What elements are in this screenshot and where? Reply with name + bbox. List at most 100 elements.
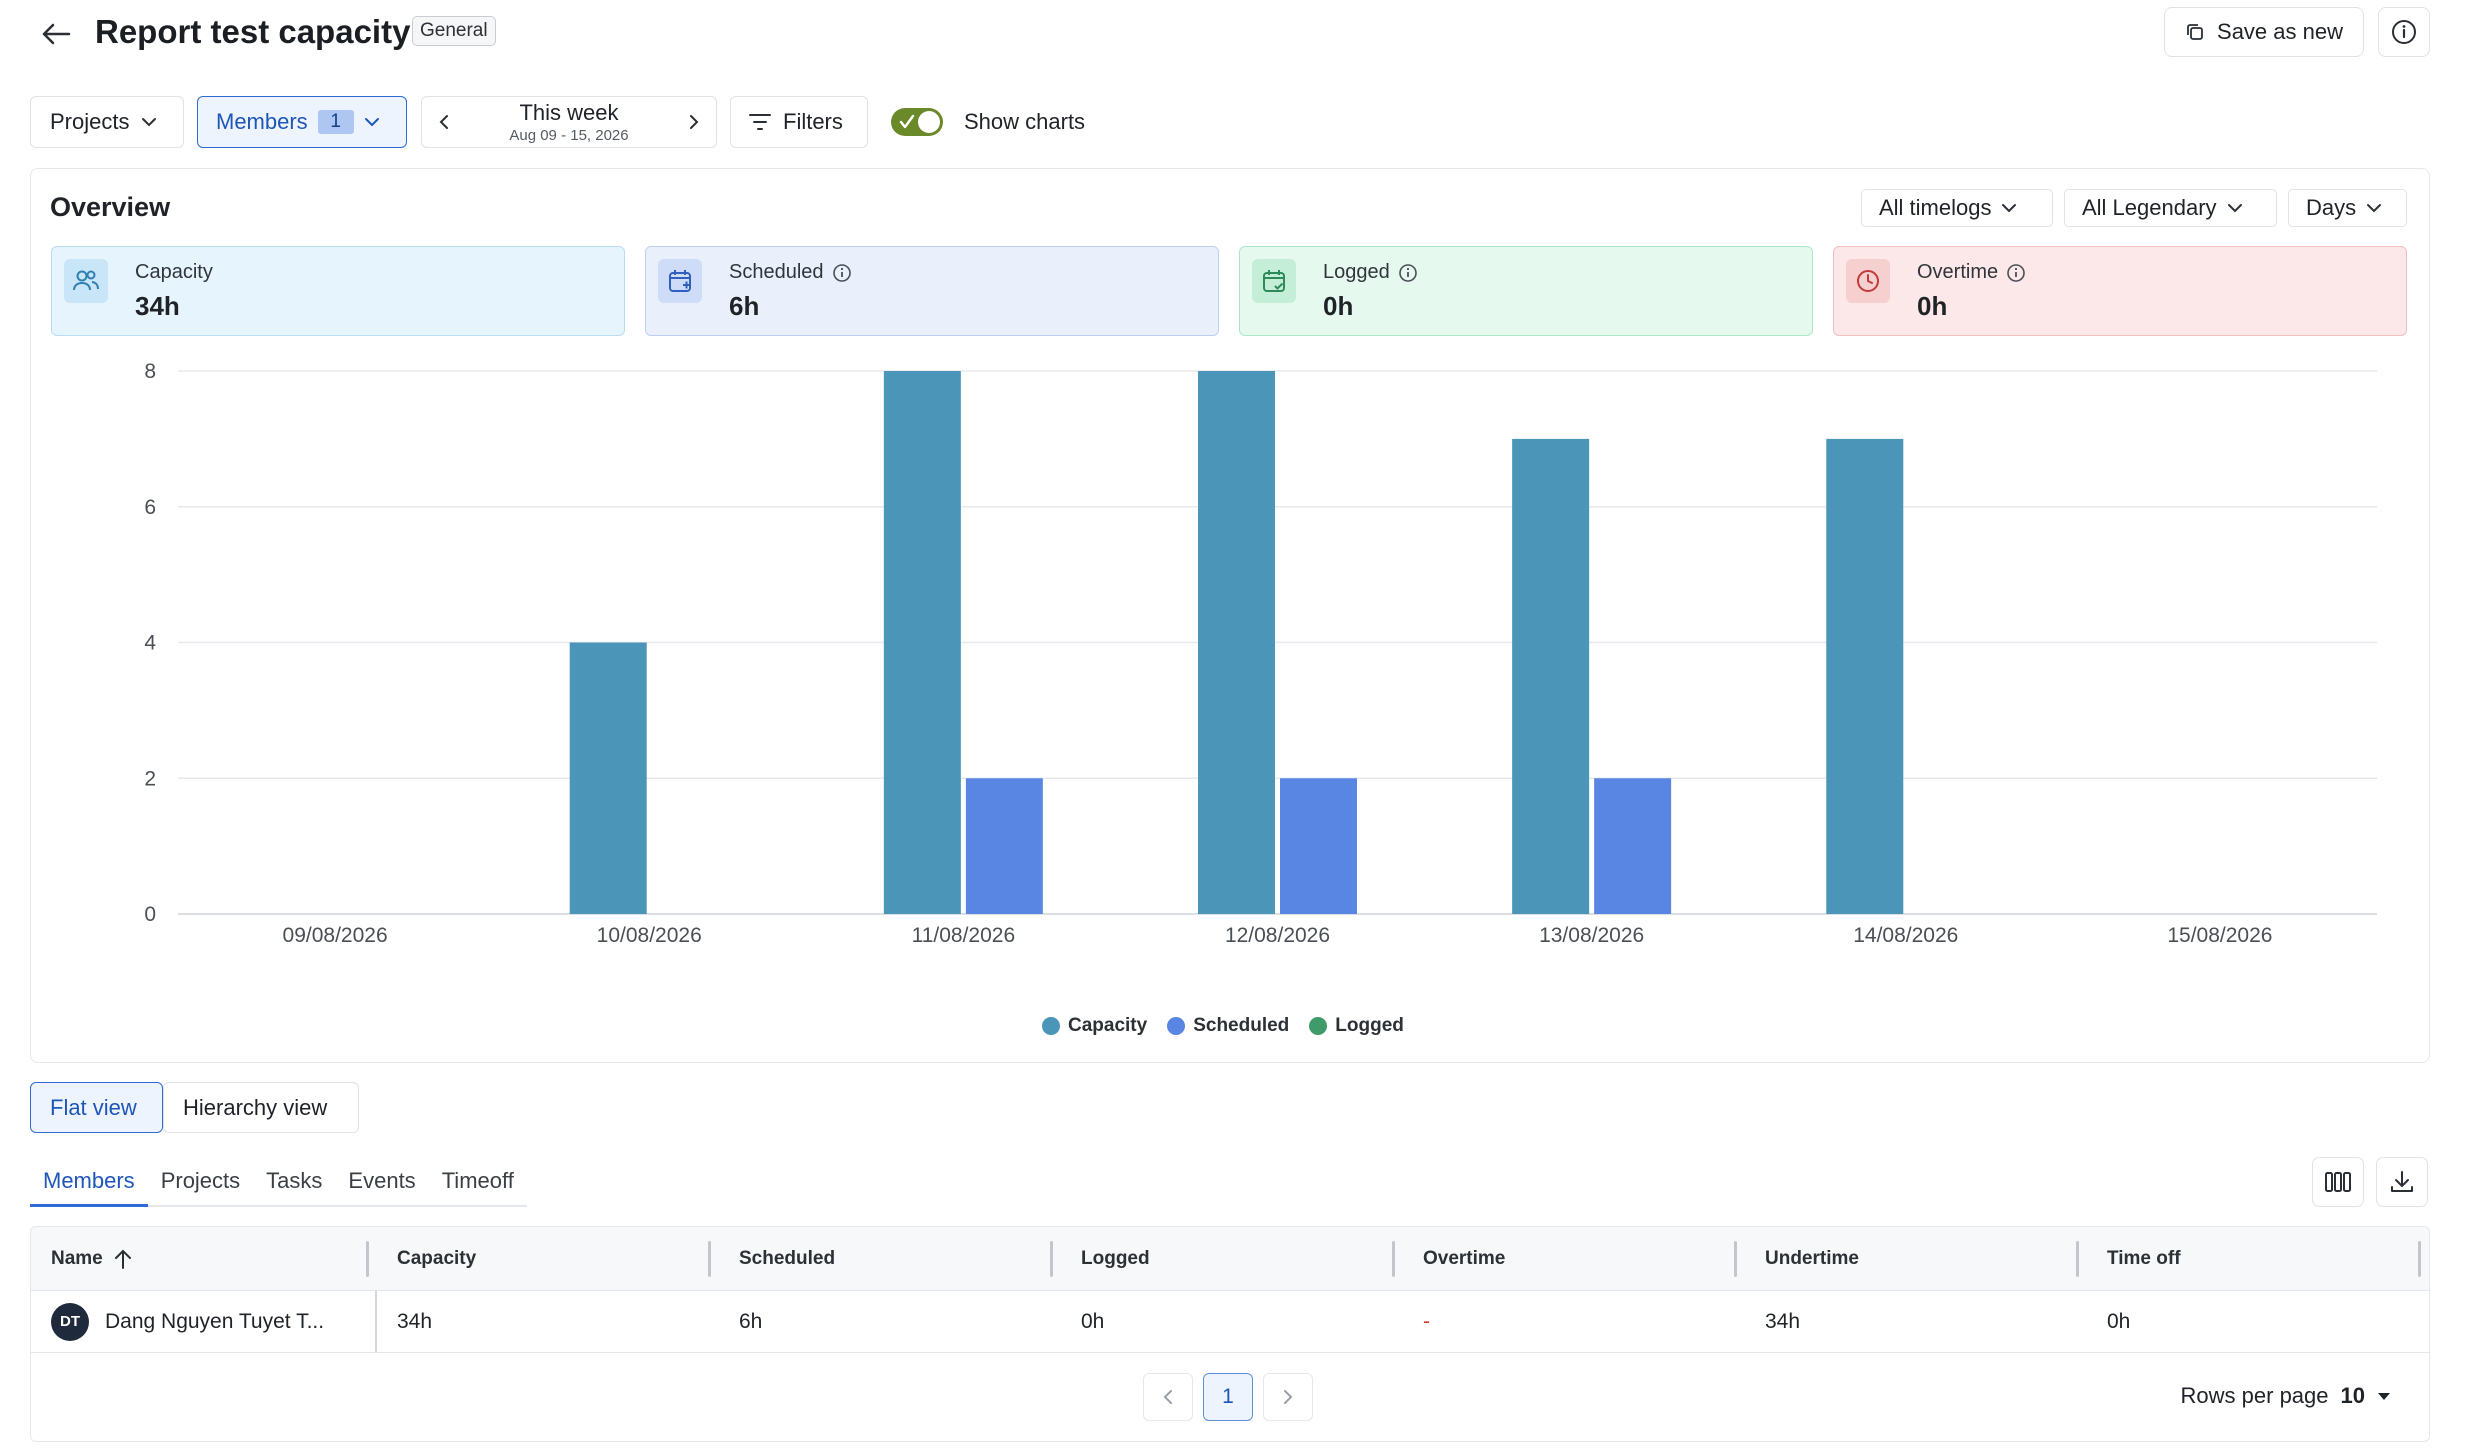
bar-capacity (569, 642, 647, 914)
info-icon[interactable] (832, 263, 852, 283)
column-header-label: Time off (2107, 1247, 2181, 1269)
column-header-overtime[interactable]: Overtime (1403, 1227, 1745, 1291)
chevron-right-icon[interactable] (688, 113, 700, 131)
column-header-label: Overtime (1423, 1247, 1506, 1269)
x-tick-label: 11/08/2026 (912, 924, 1016, 947)
column-resize-handle[interactable] (708, 1241, 711, 1277)
legendary-dropdown[interactable]: All Legendary (2064, 189, 2277, 227)
page-number-button[interactable]: 1 (1203, 1373, 1253, 1421)
filters-button[interactable]: Filters (730, 96, 868, 148)
x-tick-label: 12/08/2026 (1225, 924, 1330, 947)
members-count-badge: 1 (317, 110, 354, 134)
report-tabs: Members Projects Tasks Events Timeoff (30, 1162, 527, 1207)
x-tick-label: 13/08/2026 (1539, 924, 1644, 947)
timelogs-dropdown[interactable]: All timelogs (1861, 189, 2053, 227)
info-icon[interactable] (1398, 263, 1418, 283)
legend-item-scheduled[interactable]: Scheduled (1167, 1015, 1289, 1037)
overtime-stat-value: 0h (1917, 291, 1948, 321)
hierarchy-view-button[interactable]: Hierarchy view (163, 1082, 359, 1133)
download-button[interactable] (2376, 1157, 2428, 1207)
flat-view-button[interactable]: Flat view (30, 1082, 163, 1133)
logged-stat-label: Logged (1323, 261, 1390, 283)
chevron-down-icon (2227, 204, 2242, 213)
column-header-label: Undertime (1765, 1247, 1859, 1269)
bar-scheduled (1594, 778, 1672, 914)
week-picker[interactable]: This week Aug 09 - 15, 2026 (421, 96, 717, 148)
column-resize-handle[interactable] (1392, 1241, 1395, 1277)
column-header-name[interactable]: Name (31, 1227, 377, 1291)
info-icon[interactable] (2006, 263, 2026, 283)
members-table: Name Capacity Scheduled Logged Overtime … (30, 1226, 2430, 1442)
tab-timeoff[interactable]: Timeoff (441, 1168, 514, 1193)
timeoff-cell: 0h (2087, 1291, 2429, 1353)
save-as-new-button[interactable]: Save as new (2164, 7, 2364, 57)
column-resize-handle[interactable] (366, 1241, 369, 1277)
granularity-dropdown[interactable]: Days (2288, 189, 2407, 227)
calendar-plus-icon (658, 259, 702, 303)
tab-members[interactable]: Members (30, 1162, 148, 1207)
info-button[interactable] (2378, 7, 2430, 57)
tab-tasks[interactable]: Tasks (266, 1168, 323, 1193)
column-resize-handle[interactable] (2076, 1241, 2079, 1277)
legend-dot (1167, 1017, 1186, 1035)
column-header-capacity[interactable]: Capacity (377, 1227, 719, 1291)
table-header-row: Name Capacity Scheduled Logged Overtime … (31, 1227, 2429, 1291)
legend-label: Capacity (1068, 1015, 1148, 1036)
legend-item-logged[interactable]: Logged (1309, 1015, 1404, 1037)
projects-label: Projects (50, 109, 130, 134)
check-icon (899, 114, 915, 129)
page-title: Report test capacity (95, 13, 411, 50)
column-header-scheduled[interactable]: Scheduled (719, 1227, 1061, 1291)
x-tick-label: 09/08/2026 (283, 924, 388, 947)
chevron-down-icon (142, 118, 157, 127)
member-name-cell[interactable]: DT Dang Nguyen Tuyet T... (31, 1291, 377, 1353)
tab-projects[interactable]: Projects (160, 1168, 241, 1193)
clock-icon (1846, 259, 1890, 303)
rows-per-page-label: Rows per page (2180, 1383, 2329, 1408)
columns-button[interactable] (2312, 1157, 2364, 1207)
chevron-left-icon (1163, 1390, 1172, 1404)
members-label: Members (216, 109, 308, 134)
column-header-undertime[interactable]: Undertime (1745, 1227, 2087, 1291)
granularity-label: Days (2306, 195, 2357, 220)
bar-capacity (1198, 371, 1275, 914)
column-resize-handle[interactable] (1734, 1241, 1737, 1277)
column-header-timeoff[interactable]: Time off (2087, 1227, 2429, 1291)
projects-dropdown[interactable]: Projects (30, 96, 184, 148)
bar-capacity (1826, 438, 1904, 914)
capacity-stat-value: 34h (135, 291, 180, 321)
legend-label: Scheduled (1193, 1015, 1290, 1036)
week-range: Aug 09 - 15, 2026 (509, 126, 629, 144)
y-tick-label: 2 (144, 767, 156, 790)
table-row[interactable]: DT Dang Nguyen Tuyet T... 34h 6h 0h - 34… (31, 1291, 2429, 1353)
column-resize-handle[interactable] (1050, 1241, 1053, 1277)
chevron-down-icon (364, 118, 379, 127)
scheduled-stat-label: Scheduled (729, 261, 824, 283)
week-title: This week (519, 99, 619, 125)
chevron-down-icon (2367, 204, 2382, 213)
column-header-logged[interactable]: Logged (1061, 1227, 1403, 1291)
back-button[interactable] (36, 14, 76, 54)
show-charts-toggle[interactable] (891, 108, 943, 136)
scheduled-cell: 6h (719, 1291, 1061, 1353)
column-resize-handle[interactable] (2418, 1241, 2421, 1277)
column-header-label: Capacity (397, 1247, 477, 1269)
tab-events[interactable]: Events (348, 1168, 416, 1193)
info-icon (2392, 20, 2416, 44)
legend-item-capacity[interactable]: Capacity (1042, 1015, 1147, 1037)
rows-per-page-select[interactable]: 10 (2340, 1383, 2365, 1408)
chevron-left-icon[interactable] (438, 113, 450, 131)
y-tick-label: 4 (144, 632, 156, 655)
prev-page-button[interactable] (1143, 1373, 1193, 1421)
members-dropdown[interactable]: Members 1 (197, 96, 407, 148)
sort-ascending-icon[interactable] (113, 1248, 133, 1270)
capacity-stat-card: Capacity 34h (51, 246, 625, 336)
caret-down-icon[interactable] (2377, 1391, 2391, 1401)
report-type-badge: General (412, 16, 496, 46)
capacity-cell: 34h (377, 1291, 719, 1353)
next-page-button[interactable] (1263, 1373, 1313, 1421)
overtime-cell: - (1403, 1291, 1745, 1353)
logged-stat-value: 0h (1323, 291, 1354, 321)
timelogs-label: All timelogs (1879, 195, 1992, 220)
legend-dot (1042, 1017, 1060, 1035)
